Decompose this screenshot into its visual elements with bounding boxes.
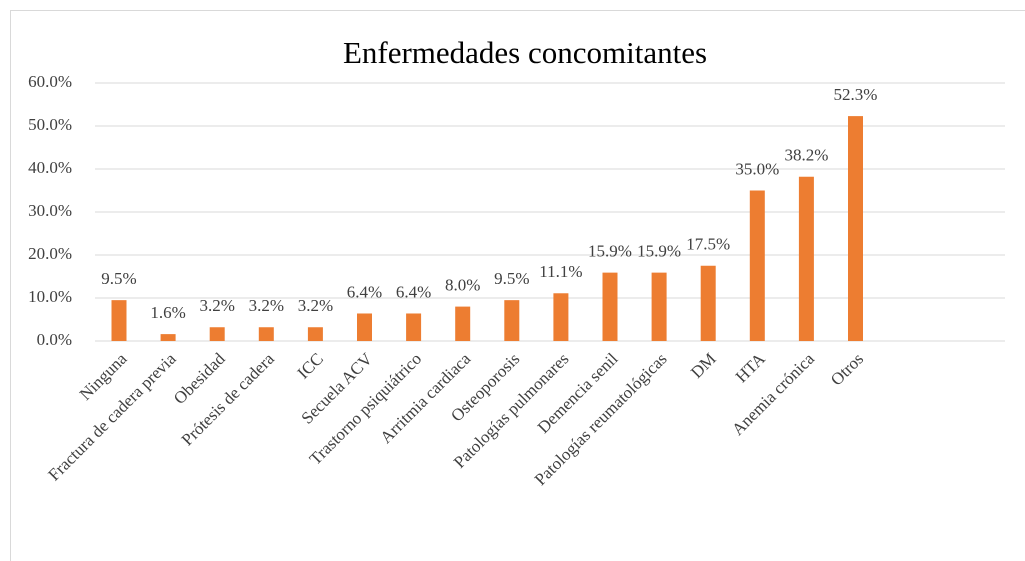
bar [160, 334, 176, 341]
value-label: 17.5% [686, 235, 730, 254]
bar [602, 272, 618, 341]
value-label: 6.4% [347, 282, 382, 301]
x-tick-label: Prótesis de cadera [178, 349, 279, 450]
bar [258, 327, 274, 341]
value-label: 38.2% [784, 146, 828, 165]
value-label: 11.1% [539, 262, 582, 281]
value-label: 6.4% [396, 282, 431, 301]
value-label: 3.2% [199, 296, 234, 315]
value-label: 3.2% [249, 296, 284, 315]
x-tick-label: ICC [294, 349, 327, 382]
value-label: 9.5% [101, 269, 136, 288]
bar [455, 306, 471, 341]
value-label: 8.0% [445, 276, 480, 295]
value-label: 9.5% [494, 269, 529, 288]
bar [651, 272, 667, 341]
chart-title: Enfermedades concomitantes [343, 35, 707, 70]
x-tick-label: HTA [732, 349, 770, 387]
bar [504, 300, 520, 341]
value-label: 52.3% [834, 85, 878, 104]
x-tick-label: Otros [827, 349, 867, 389]
bar [357, 313, 372, 341]
y-tick-label: 20.0% [28, 244, 72, 263]
bar [406, 313, 422, 341]
bar [553, 293, 569, 341]
bar [848, 116, 863, 341]
value-label: 1.6% [150, 303, 185, 322]
value-label: 15.9% [588, 242, 632, 261]
y-tick-label: 10.0% [28, 287, 72, 306]
y-tick-label: 50.0% [28, 115, 72, 134]
bar [798, 176, 814, 341]
bar [209, 327, 225, 341]
y-tick-label: 30.0% [28, 201, 72, 220]
value-label: 15.9% [637, 242, 681, 261]
y-tick-label: 60.0% [28, 72, 72, 91]
bar [749, 190, 765, 341]
chart-border [10, 10, 1025, 561]
x-tick-label: DM [687, 349, 720, 382]
bar [307, 327, 323, 341]
bar [700, 265, 716, 341]
bar [111, 300, 127, 341]
value-label: 3.2% [298, 296, 333, 315]
y-tick-label: 0.0% [37, 330, 72, 349]
value-label: 35.0% [735, 159, 779, 178]
y-tick-label: 40.0% [28, 158, 72, 177]
